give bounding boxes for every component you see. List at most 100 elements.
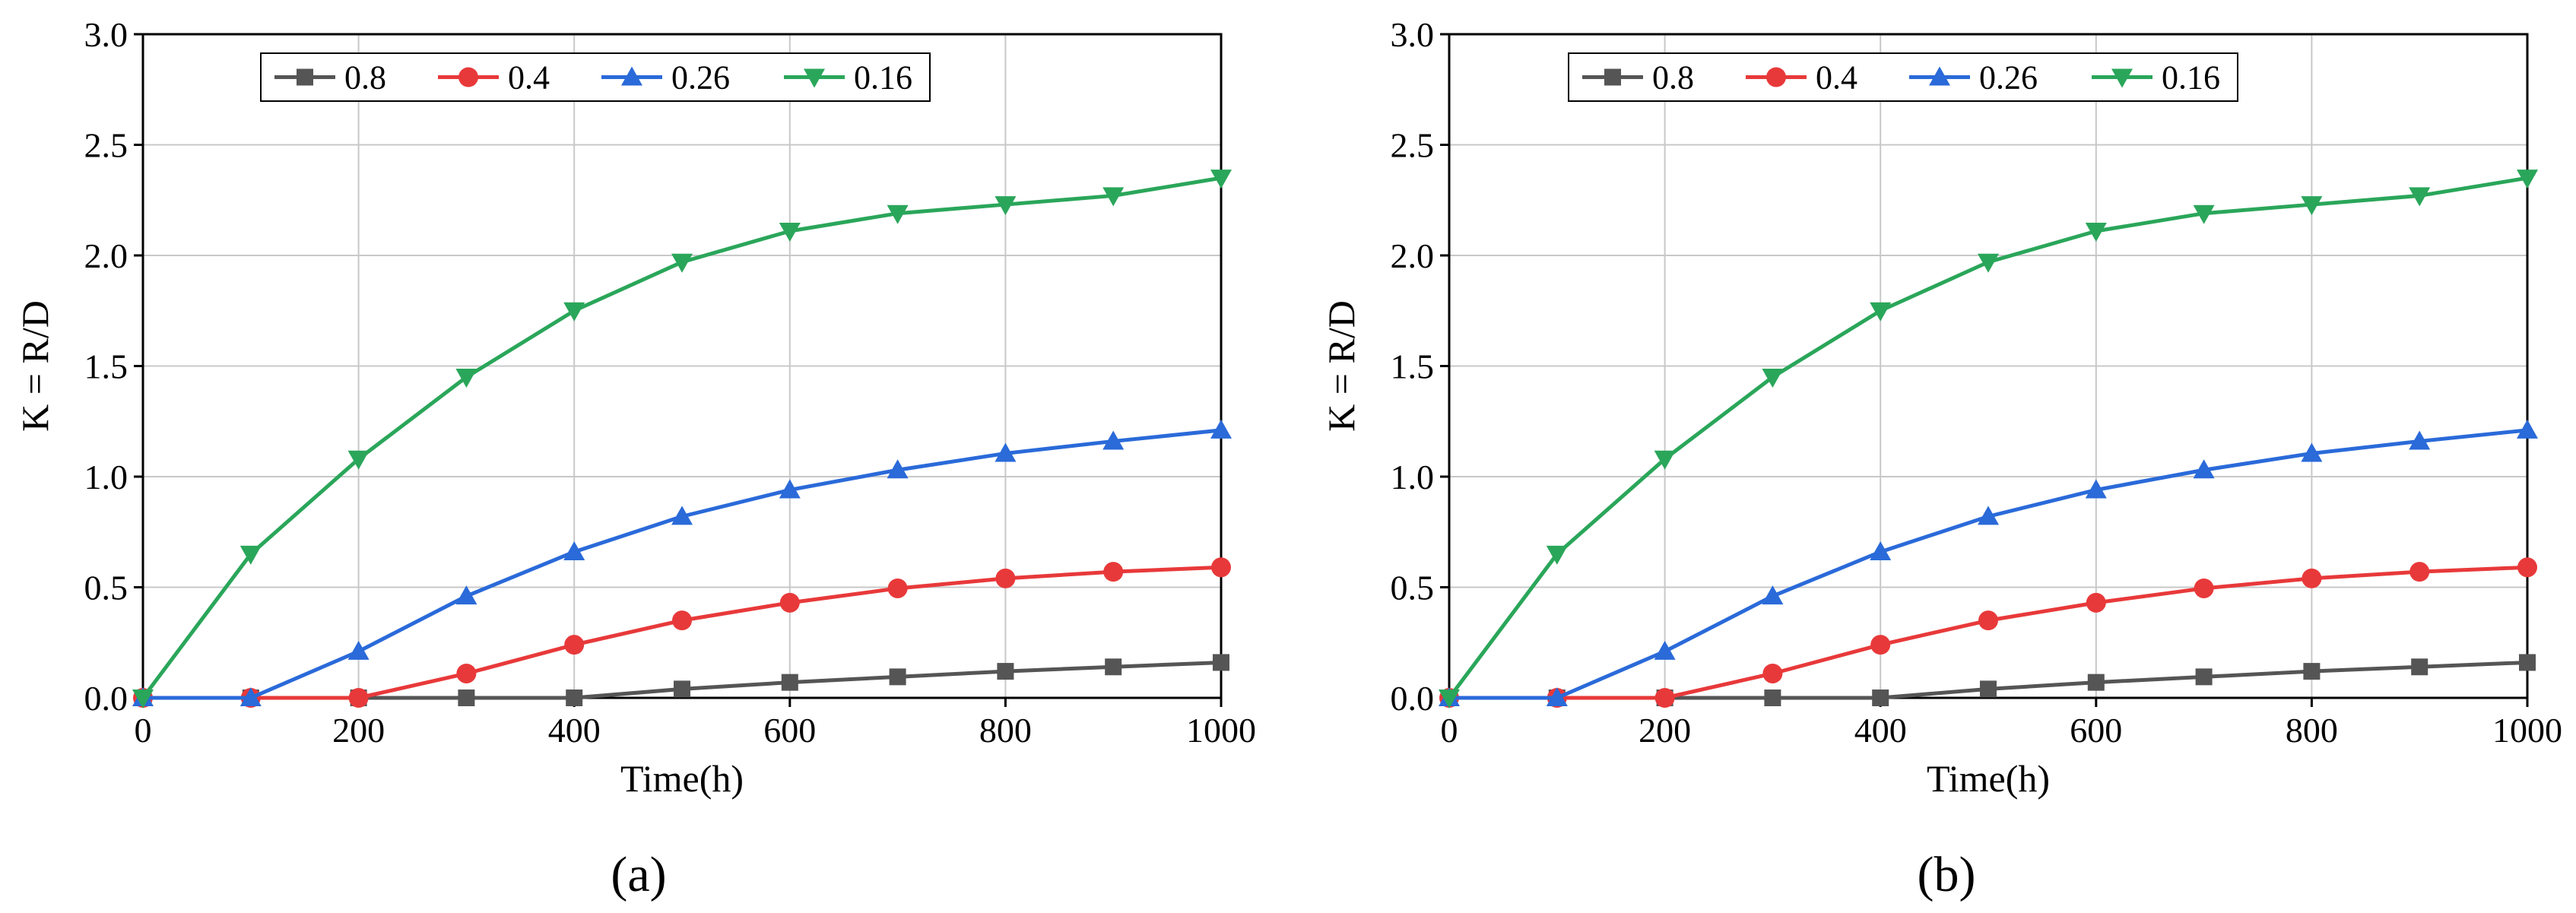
data-point-0.4 xyxy=(1870,635,1891,655)
data-point-0.16 xyxy=(2517,170,2538,189)
data-point-0.26 xyxy=(671,506,693,525)
x-tick-label: 0 xyxy=(1441,711,1458,750)
y-axis-label: K = R/D xyxy=(1320,300,1363,432)
x-tick-label: 800 xyxy=(979,711,1032,750)
data-point-0.8 xyxy=(566,690,583,706)
data-point-0.26 xyxy=(1870,541,1892,560)
data-point-0.16 xyxy=(1654,450,1676,470)
y-tick-label: 2.5 xyxy=(84,126,128,165)
data-point-0.26 xyxy=(1546,687,1568,706)
data-point-0.16 xyxy=(1546,545,1568,565)
legend-label-0.8: 0.8 xyxy=(1652,59,1694,97)
data-point-0.4 xyxy=(887,578,908,598)
data-point-0.4 xyxy=(995,568,1016,588)
data-point-0.4 xyxy=(564,635,585,655)
x-tick-label: 400 xyxy=(1854,711,1907,750)
y-tick-label: 1.5 xyxy=(1391,347,1435,386)
data-point-0.26 xyxy=(2301,442,2323,462)
data-point-0.4 xyxy=(1103,562,1124,582)
data-point-0.26 xyxy=(1762,585,1784,605)
data-point-0.8 xyxy=(889,668,906,686)
data-point-0.26 xyxy=(887,459,909,479)
data-point-0.16 xyxy=(995,196,1017,216)
data-point-0.16 xyxy=(2085,222,2107,242)
data-point-0.8 xyxy=(1980,680,1997,698)
data-point-0.16 xyxy=(2301,196,2323,216)
data-point-0.4 xyxy=(1211,557,1231,578)
y-tick-label: 2.0 xyxy=(84,236,128,275)
legend-label-0.4: 0.4 xyxy=(508,59,550,97)
data-point-0.4 xyxy=(348,688,369,708)
data-point-0.4 xyxy=(2086,592,2106,613)
data-point-0.4 xyxy=(456,663,477,683)
x-tick-label: 600 xyxy=(763,711,816,750)
chart-panel-b: 0 200 400 600 800 1000 0.0 0.5 1.0 1.5 2.0 2.5 3.0 Ti… xyxy=(1320,15,2562,902)
data-point-0.16 xyxy=(347,450,370,470)
data-point-0.4 xyxy=(1654,688,1675,708)
data-point-0.26 xyxy=(2085,479,2107,499)
legend-marker-0.4 xyxy=(1766,67,1786,87)
data-point-0.26 xyxy=(779,479,801,499)
panel-label: (a) xyxy=(611,847,666,902)
data-point-0.8 xyxy=(2411,658,2428,676)
data-point-0.26 xyxy=(563,541,585,560)
data-point-0.16 xyxy=(1762,369,1784,388)
series-line-0.26 xyxy=(143,428,1222,700)
data-point-0.26 xyxy=(2409,430,2431,450)
x-tick-label: 200 xyxy=(332,711,385,750)
data-point-0.8 xyxy=(2087,674,2105,691)
legend: 0.8 0.4 0.26 0.16 xyxy=(260,52,931,102)
data-point-0.4 xyxy=(779,592,800,613)
y-axis-label: K = R/D xyxy=(14,300,56,432)
data-point-0.4 xyxy=(2409,562,2430,582)
x-tick-label: 1000 xyxy=(2492,711,2562,750)
legend: 0.8 0.4 0.26 0.16 xyxy=(1568,52,2238,102)
data-point-0.26 xyxy=(1210,419,1232,439)
x-tick-label: 600 xyxy=(2070,711,2122,750)
legend-marker-0.8 xyxy=(297,68,313,86)
y-tick-label: 0.5 xyxy=(84,569,128,607)
x-tick-label: 200 xyxy=(1639,711,1691,750)
x-tick-label: 800 xyxy=(2286,711,2338,750)
data-point-0.8 xyxy=(2195,668,2213,686)
data-point-0.4 xyxy=(1978,610,1998,631)
legend-label-0.16: 0.16 xyxy=(854,59,912,97)
data-point-0.26 xyxy=(2517,419,2538,439)
data-point-0.8 xyxy=(674,680,690,698)
y-tick-label: 0.0 xyxy=(1391,679,1435,718)
legend-marker-0.4 xyxy=(458,67,478,87)
data-point-0.26 xyxy=(1978,506,1999,525)
y-tick-label: 1.5 xyxy=(84,347,128,386)
data-point-0.8 xyxy=(2303,663,2321,680)
data-point-0.26 xyxy=(1102,430,1125,450)
y-tick-label: 0.0 xyxy=(84,679,128,718)
data-point-0.26 xyxy=(1654,640,1676,660)
legend-marker-0.16 xyxy=(2111,68,2133,88)
x-axis-label: Time(h) xyxy=(620,757,744,800)
data-point-0.26 xyxy=(455,585,477,605)
y-tick-label: 1.0 xyxy=(1391,458,1435,496)
data-point-0.8 xyxy=(458,690,475,706)
y-tick-label: 1.0 xyxy=(84,458,128,496)
data-point-0.16 xyxy=(2409,187,2431,207)
data-point-0.26 xyxy=(347,640,370,660)
x-tick-label: 400 xyxy=(548,711,601,750)
data-point-0.4 xyxy=(2194,578,2214,598)
data-point-0.8 xyxy=(1105,658,1122,676)
data-point-0.16 xyxy=(1210,170,1232,189)
x-tick-label: 0 xyxy=(135,711,152,750)
data-point-0.8 xyxy=(781,674,798,691)
legend-label-0.16: 0.16 xyxy=(2162,59,2220,97)
legend-marker-0.8 xyxy=(1604,68,1621,86)
data-point-0.8 xyxy=(1872,690,1889,706)
data-point-0.8 xyxy=(1764,690,1781,706)
data-point-0.16 xyxy=(779,222,801,242)
y-tick-label: 2.5 xyxy=(1391,126,1435,165)
panel-label: (b) xyxy=(1918,847,1976,902)
series-line-0.26 xyxy=(1449,428,2528,700)
data-point-0.16 xyxy=(455,369,477,388)
legend-marker-0.26 xyxy=(1929,66,1950,86)
legend-label-0.8: 0.8 xyxy=(344,59,386,97)
data-point-0.8 xyxy=(2519,654,2536,671)
y-tick-label: 0.5 xyxy=(1391,569,1435,607)
